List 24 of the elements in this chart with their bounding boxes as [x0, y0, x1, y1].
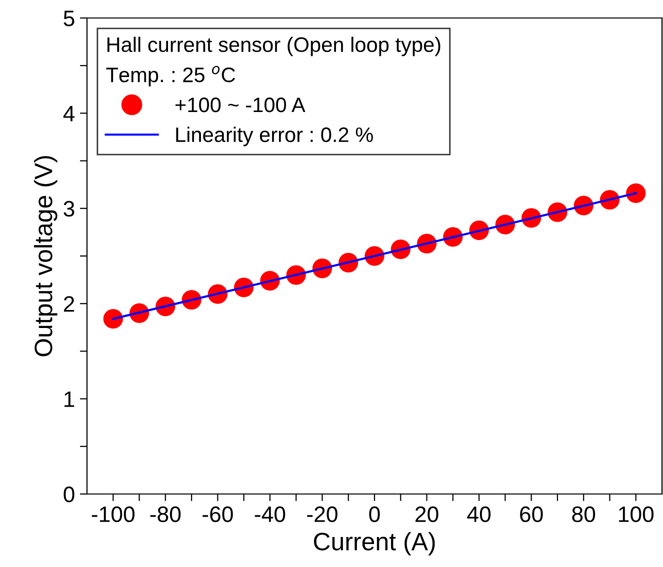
x-axis-title: Current (A) [314, 532, 435, 556]
x-tick-label: -20 [307, 506, 338, 522]
y-tick-label: 1 [64, 392, 74, 407]
y-tick-label: 0 [64, 486, 74, 502]
x-tick-label: 20 [416, 506, 438, 522]
point [103, 309, 123, 329]
x-tick-label: 100 [619, 506, 654, 522]
x-tick-label: -80 [150, 506, 181, 522]
y-tick-label: 4 [63, 106, 75, 122]
y-tick-label: 2 [64, 296, 74, 312]
legend-label: Linearity error : 0.2 % [176, 126, 373, 146]
x-tick-label: 40 [467, 506, 491, 522]
x-tick-label: -100 [92, 506, 135, 522]
y-tick-label: 5 [64, 10, 74, 26]
point [626, 183, 646, 203]
x-tick-label: 80 [572, 506, 596, 522]
x-tick-label: 0 [369, 506, 380, 522]
legend-title: Hall current sensor (Open loop type) Temp. : 25 $^{o}$C [106, 36, 440, 86]
y-tick-label: 3 [64, 200, 74, 217]
x-tick-label: -60 [202, 506, 233, 522]
x-tick-label: -40 [254, 506, 286, 522]
legend-label: +100 ~ -100 A [176, 98, 306, 112]
y-axis-title: Output voltage (V) [34, 156, 58, 356]
x-tick-label: 60 [520, 506, 543, 522]
